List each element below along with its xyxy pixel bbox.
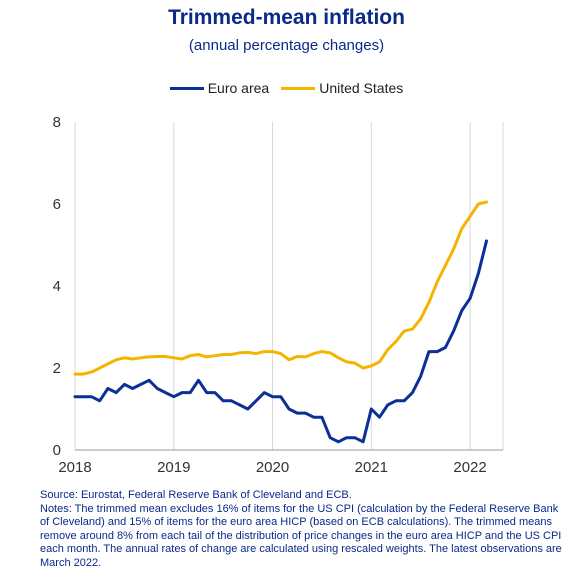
- axis-layer: 2018 2019 2020 2021 2022 0 2 4 6 8: [53, 114, 503, 476]
- grid-layer: [74, 122, 504, 450]
- series-line-euro-area: [73, 239, 488, 444]
- y-tick-label: 4: [53, 278, 61, 295]
- chart-subtitle: (annual percentage changes): [188, 37, 385, 54]
- x-tick-label: 2018: [58, 459, 91, 476]
- x-tick-label: 2020: [256, 459, 289, 476]
- series-line-united-states: [73, 200, 488, 376]
- y-tick-label: 8: [53, 114, 61, 131]
- chart-legend: Euro area United States: [0, 80, 573, 96]
- legend-label-united-states: United States: [319, 80, 404, 96]
- x-tick-label: 2022: [453, 459, 486, 476]
- legend-item-united-states: United States: [281, 80, 403, 96]
- footnote-notes: Notes: The trimmed mean excludes 16% of …: [40, 502, 562, 569]
- x-tick-label: 2021: [355, 459, 388, 476]
- y-tick-label: 0: [53, 442, 61, 459]
- y-tick-label: 6: [53, 196, 61, 213]
- legend-item-euro-area: Euro area: [169, 80, 270, 96]
- chart-title: Trimmed-mean inflation: [168, 6, 405, 29]
- series-layer: [73, 200, 488, 444]
- legend-swatch-euro-area: [169, 86, 204, 90]
- legend-swatch-united-states: [281, 86, 316, 90]
- footnote: Source: Eurostat, Federal Reserve Bank o…: [40, 489, 568, 570]
- legend-label-euro-area: Euro area: [207, 80, 270, 96]
- line-chart: 2018 2019 2020 2021 2022 0 2 4 6 8: [53, 114, 504, 476]
- x-tick-label: 2019: [157, 459, 190, 476]
- y-tick-label: 2: [53, 360, 61, 377]
- footnote-source: Source: Eurostat, Federal Reserve Bank o…: [40, 489, 352, 501]
